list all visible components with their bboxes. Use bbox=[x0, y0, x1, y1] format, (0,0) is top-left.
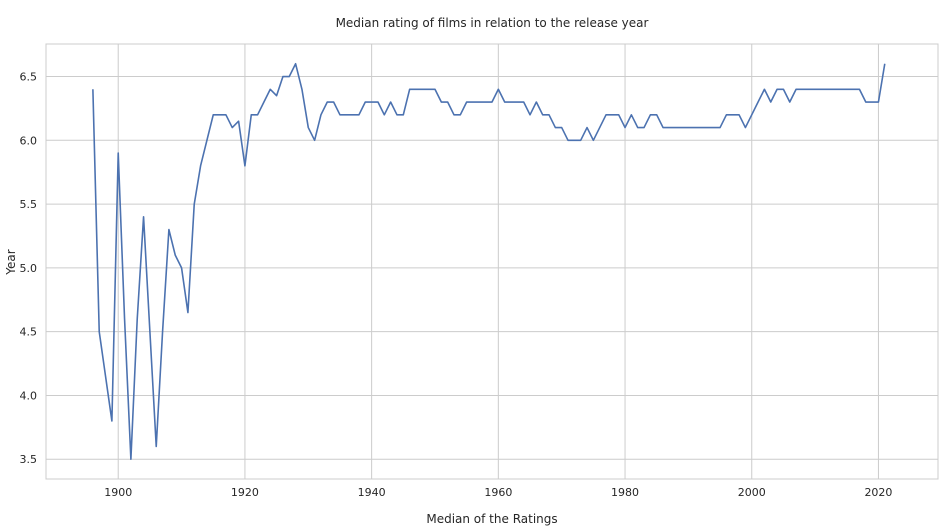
series-line bbox=[92, 62, 886, 461]
series-group bbox=[92, 62, 886, 461]
y-axis-title: Year bbox=[4, 249, 18, 275]
y-tick-label: 4.5 bbox=[20, 326, 38, 339]
y-tick-label: 6.0 bbox=[20, 134, 38, 147]
y-tick-label: 6.5 bbox=[20, 71, 38, 84]
y-tick-label: 3.5 bbox=[20, 453, 38, 466]
y-tick-label: 4.0 bbox=[20, 389, 38, 402]
x-tick-labels: 1900 1920 1940 1960 1980 2000 2020 bbox=[104, 486, 892, 499]
y-tick-labels: 3.5 4.0 4.5 5.0 5.5 6.0 6.5 bbox=[20, 71, 38, 467]
plot-frame bbox=[45, 43, 939, 480]
x-axis-title: Median of the Ratings bbox=[426, 512, 557, 526]
x-tick-label: 2020 bbox=[864, 486, 892, 499]
x-tick-label: 1920 bbox=[231, 486, 259, 499]
y-tick-label: 5.0 bbox=[20, 262, 38, 275]
y-tick-label: 5.5 bbox=[20, 198, 38, 211]
x-tick-label: 1940 bbox=[358, 486, 386, 499]
x-tick-label: 1900 bbox=[104, 486, 132, 499]
x-tick-label: 1980 bbox=[611, 486, 639, 499]
x-tick-label: 1960 bbox=[484, 486, 512, 499]
chart-title: Median rating of films in relation to th… bbox=[336, 16, 649, 30]
x-tick-label: 2000 bbox=[738, 486, 766, 499]
gridlines bbox=[46, 44, 938, 479]
